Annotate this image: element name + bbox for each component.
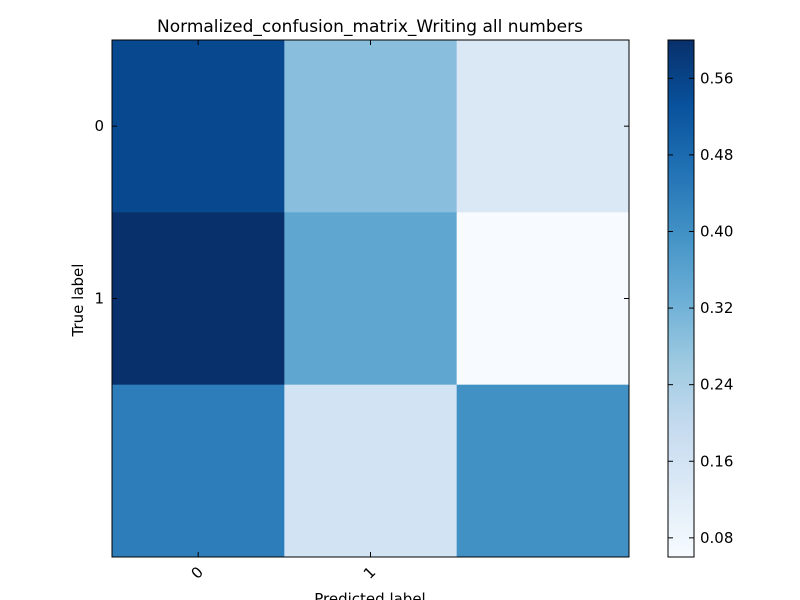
heatmap-cell-r1-c1 bbox=[284, 212, 458, 386]
x-axis-label: Predicted label bbox=[314, 590, 425, 600]
colorbar-tick-label: 0.08 bbox=[700, 529, 733, 547]
y-tick-label: 1 bbox=[94, 290, 104, 308]
colorbar-tick-label: 0.56 bbox=[700, 69, 733, 87]
x-tick-label: 1 bbox=[360, 563, 379, 582]
heatmap-cell-r2-c2 bbox=[456, 384, 630, 558]
colorbar-tick-label: 0.16 bbox=[700, 452, 733, 470]
colorbar-tick-label: 0.24 bbox=[700, 376, 733, 394]
heatmap-cell-r1-c2 bbox=[456, 212, 630, 386]
colorbar: 0.08 0.16 0.24 0.32 0.40 0.48 0.56 bbox=[667, 39, 733, 558]
heatmap-cell-r0-c2 bbox=[456, 40, 630, 213]
colorbar-tick-label: 0.40 bbox=[700, 222, 733, 240]
heatmap-cell-r2-c0 bbox=[112, 384, 285, 558]
x-tick-label: 0 bbox=[188, 563, 207, 582]
y-axis-label: True label bbox=[69, 264, 87, 338]
heatmap-cell-r1-c0 bbox=[112, 212, 285, 386]
heatmap-cell-r2-c1 bbox=[284, 384, 458, 558]
chart-title: Normalized_confusion_matrix_Writing all … bbox=[157, 17, 583, 37]
colorbar-tick-label: 0.32 bbox=[700, 299, 733, 317]
heatmap-cell-r0-c0 bbox=[112, 40, 285, 213]
colorbar-gradient bbox=[667, 39, 695, 558]
heatmap-plot bbox=[112, 40, 630, 558]
colorbar-tick-label: 0.48 bbox=[700, 146, 733, 164]
y-tick-label: 0 bbox=[94, 117, 104, 135]
heatmap-cell-r0-c1 bbox=[284, 40, 458, 213]
